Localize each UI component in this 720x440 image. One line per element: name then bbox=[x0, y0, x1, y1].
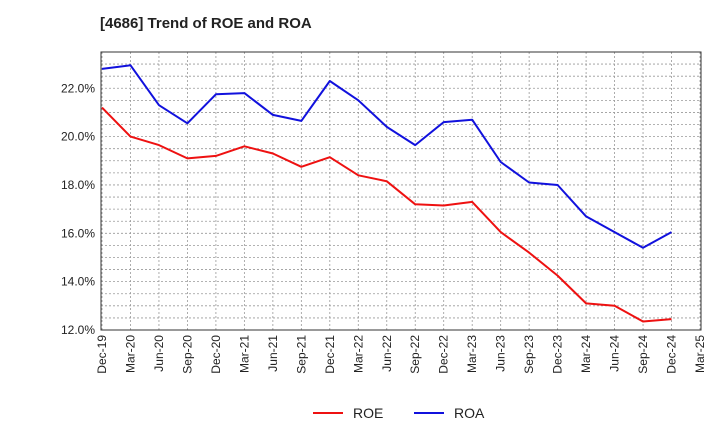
series-lines bbox=[101, 64, 672, 323]
legend: ROE ROA bbox=[313, 405, 485, 421]
x-tick-label: Mar-21 bbox=[237, 335, 251, 373]
chart-title: [4686] Trend of ROE and ROA bbox=[100, 15, 312, 32]
x-tick-label: Mar-23 bbox=[465, 335, 479, 373]
x-tick-label: Mar-20 bbox=[123, 335, 137, 373]
x-tick-label: Mar-25 bbox=[693, 335, 707, 373]
x-tick-label: Jun-20 bbox=[152, 335, 166, 372]
x-tick-label: Jun-22 bbox=[380, 335, 394, 372]
y-tick-label: 12.0% bbox=[61, 323, 95, 337]
plot-frame bbox=[100, 51, 702, 331]
grid-lines bbox=[101, 51, 701, 331]
x-tick-label: Sep-21 bbox=[294, 335, 308, 374]
x-tick-label: Dec-22 bbox=[437, 335, 451, 374]
y-axis-tick-labels: 12.0% 14.0% 16.0% 18.0% 20.0% 22.0% bbox=[61, 81, 95, 337]
x-tick-label: Jun-21 bbox=[266, 335, 280, 372]
x-tick-label: Dec-20 bbox=[209, 335, 223, 374]
y-tick-label: 20.0% bbox=[61, 130, 95, 144]
legend-label-roe: ROE bbox=[353, 405, 383, 421]
x-tick-label: Dec-24 bbox=[665, 335, 679, 374]
x-tick-label: Jun-23 bbox=[494, 335, 508, 372]
x-tick-label: Sep-24 bbox=[636, 335, 650, 374]
legend-label-roa: ROA bbox=[454, 405, 485, 421]
x-tick-label: Sep-23 bbox=[522, 335, 536, 374]
x-tick-label: Mar-24 bbox=[579, 335, 593, 373]
series-line-roa bbox=[101, 64, 672, 249]
y-tick-label: 14.0% bbox=[61, 275, 95, 289]
x-tick-label: Sep-22 bbox=[408, 335, 422, 374]
series-line-roe bbox=[101, 106, 672, 323]
x-axis-tick-labels: Dec-19 Mar-20 Jun-20 Sep-20 Dec-20 Mar-21 Jun-… bbox=[95, 335, 707, 374]
x-tick-label: Dec-23 bbox=[551, 335, 565, 374]
x-tick-label: Dec-21 bbox=[323, 335, 337, 374]
x-tick-label: Dec-19 bbox=[95, 335, 109, 374]
y-tick-label: 18.0% bbox=[61, 178, 95, 192]
y-tick-label: 16.0% bbox=[61, 226, 95, 240]
x-tick-label: Sep-20 bbox=[180, 335, 194, 374]
y-tick-label: 22.0% bbox=[61, 81, 95, 95]
x-tick-label: Jun-24 bbox=[608, 335, 622, 372]
x-tick-label: Mar-22 bbox=[351, 335, 365, 373]
